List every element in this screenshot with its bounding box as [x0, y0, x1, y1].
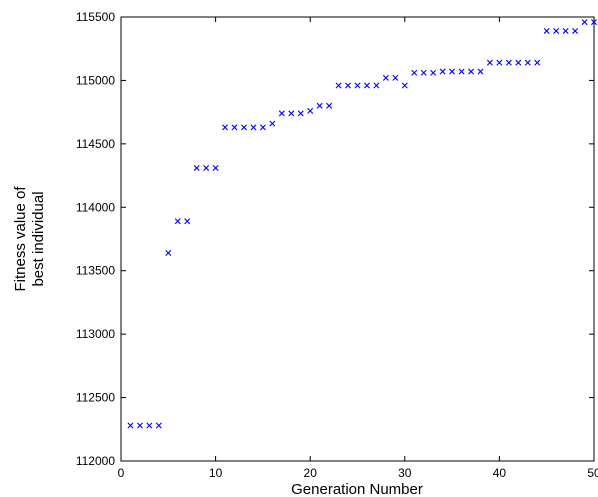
y-axis-title: Fitness value of best individual — [12, 186, 47, 292]
data-point — [250, 124, 257, 131]
data-point — [382, 74, 389, 81]
x-tick-label: 50 — [587, 466, 598, 480]
data-point — [486, 59, 493, 66]
data-point — [430, 69, 437, 76]
data-point — [203, 164, 210, 171]
data-point — [420, 69, 427, 76]
x-tick-label: 40 — [493, 466, 507, 480]
y-tick-label: 113500 — [76, 264, 115, 278]
data-markers — [127, 19, 597, 429]
data-point — [401, 82, 408, 89]
data-point — [591, 19, 597, 26]
data-point — [354, 82, 361, 89]
data-point — [212, 164, 219, 171]
data-point — [505, 59, 512, 66]
data-point — [439, 68, 446, 75]
data-point — [146, 422, 153, 429]
y-tick-label: 115000 — [76, 73, 115, 87]
data-point — [297, 110, 304, 117]
data-point — [515, 59, 522, 66]
data-point — [307, 107, 314, 114]
data-point — [222, 124, 229, 131]
data-point — [468, 68, 475, 75]
data-point — [155, 422, 162, 429]
data-point — [269, 120, 276, 127]
data-point — [411, 69, 418, 76]
data-point — [174, 218, 181, 225]
x-tick-label: 0 — [118, 466, 125, 480]
y-tick-label: 114000 — [76, 200, 115, 214]
data-point — [477, 68, 484, 75]
data-point — [231, 124, 238, 131]
x-tick-label: 20 — [304, 466, 318, 480]
data-point — [288, 110, 295, 117]
data-point — [392, 74, 399, 81]
y-axis-title-line-2: best individual — [30, 191, 47, 286]
x-axis-title: Generation Number — [291, 481, 423, 497]
data-point — [458, 68, 465, 75]
data-point — [581, 19, 588, 26]
axis-tick-labels: 0 10 20 30 40 50 112000 112500 113000 113500 11400… — [76, 10, 598, 480]
data-point — [165, 249, 172, 256]
data-point — [534, 59, 541, 66]
data-point — [449, 68, 456, 75]
data-point — [278, 110, 285, 117]
x-tick-label: 10 — [209, 466, 223, 480]
data-point — [326, 102, 333, 109]
data-point — [572, 27, 579, 34]
plot-area — [120, 16, 595, 462]
y-tick-label: 112500 — [76, 391, 115, 405]
data-point — [184, 218, 191, 225]
data-point — [524, 59, 531, 66]
data-point — [496, 59, 503, 66]
data-point — [193, 164, 200, 171]
data-point — [363, 82, 370, 89]
data-point — [373, 82, 380, 89]
axis-ticks — [120, 16, 595, 462]
data-point — [345, 82, 352, 89]
data-point — [562, 27, 569, 34]
data-point — [316, 102, 323, 109]
y-tick-label: 112000 — [76, 454, 115, 468]
data-point — [127, 422, 134, 429]
data-point — [553, 27, 560, 34]
data-point — [335, 82, 342, 89]
y-tick-label: 114500 — [76, 137, 115, 151]
y-tick-label: 113000 — [76, 327, 115, 341]
y-tick-label: 115500 — [76, 10, 115, 24]
y-axis-title-line-1: Fitness value of — [12, 186, 29, 292]
data-point — [240, 124, 247, 131]
x-tick-label: 30 — [398, 466, 412, 480]
data-point — [259, 124, 266, 131]
data-point — [543, 27, 550, 34]
data-point — [136, 422, 143, 429]
